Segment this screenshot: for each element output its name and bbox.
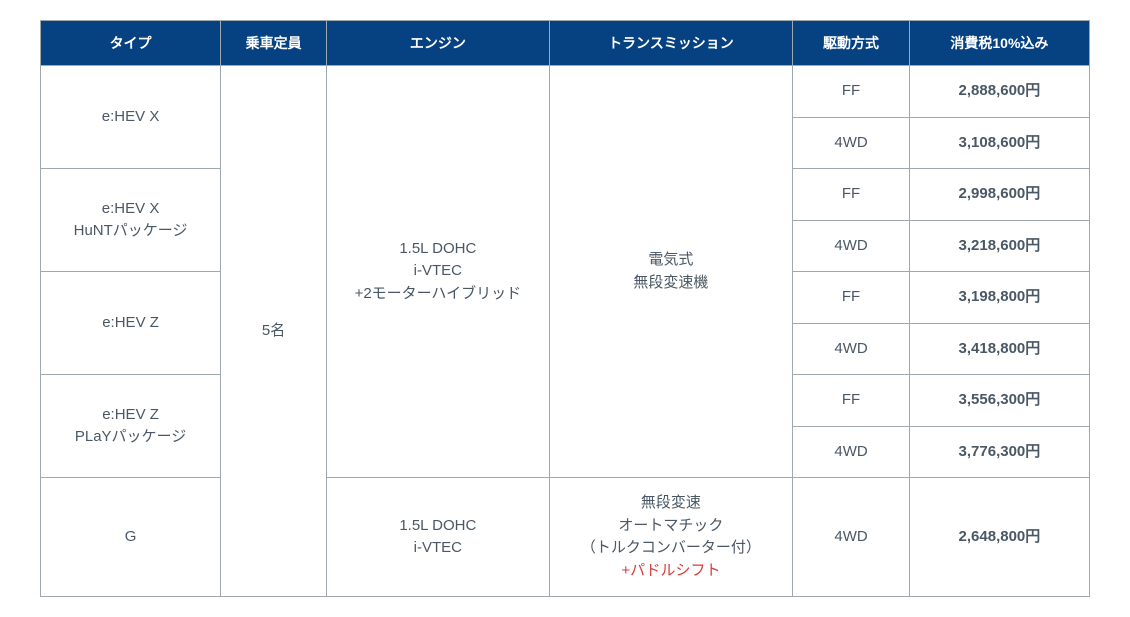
price-table: タイプ 乗車定員 エンジン トランスミッション 駆動方式 消費税10%込み e:… bbox=[40, 20, 1090, 597]
engine-line: i-VTEC bbox=[414, 539, 462, 556]
capacity-cell: 5名 bbox=[221, 66, 327, 597]
trans-line: 電気式 bbox=[648, 251, 693, 268]
col-engine: エンジン bbox=[327, 21, 550, 66]
table-row: e:HEV X 5名 1.5L DOHC i-VTEC +2モーターハイブリッド… bbox=[41, 66, 1090, 118]
type-label: PLaYパッケージ bbox=[75, 428, 186, 445]
trans-g-cell: 無段変速 オートマチック （トルクコンバーター付） +パドルシフト bbox=[549, 478, 793, 597]
price-cell: 3,556,300円 bbox=[909, 375, 1089, 427]
price-cell: 3,776,300円 bbox=[909, 426, 1089, 478]
col-drive: 駆動方式 bbox=[793, 21, 910, 66]
type-cell: e:HEV Z bbox=[41, 272, 221, 375]
drive-cell: 4WD bbox=[793, 478, 910, 597]
trans-accent: +パドルシフト bbox=[621, 562, 720, 579]
drive-cell: FF bbox=[793, 169, 910, 221]
price-cell: 2,998,600円 bbox=[909, 169, 1089, 221]
trans-line: オートマチック bbox=[618, 517, 723, 534]
type-cell: e:HEV Z PLaYパッケージ bbox=[41, 375, 221, 478]
trans-line: 無段変速機 bbox=[633, 274, 708, 291]
price-cell: 2,888,600円 bbox=[909, 66, 1089, 118]
trans-line: 無段変速 bbox=[641, 494, 701, 511]
price-cell: 3,218,600円 bbox=[909, 220, 1089, 272]
price-cell: 3,108,600円 bbox=[909, 117, 1089, 169]
price-cell: 2,648,800円 bbox=[909, 478, 1089, 597]
engine-line: 1.5L DOHC bbox=[399, 240, 476, 257]
engine-line: i-VTEC bbox=[414, 262, 462, 279]
type-cell: e:HEV X bbox=[41, 66, 221, 169]
drive-cell: FF bbox=[793, 66, 910, 118]
trans-hybrid-cell: 電気式 無段変速機 bbox=[549, 66, 793, 478]
type-label: e:HEV Z bbox=[102, 314, 159, 331]
type-label: HuNTパッケージ bbox=[74, 222, 188, 239]
drive-cell: 4WD bbox=[793, 220, 910, 272]
drive-cell: FF bbox=[793, 375, 910, 427]
price-cell: 3,418,800円 bbox=[909, 323, 1089, 375]
col-type: タイプ bbox=[41, 21, 221, 66]
drive-cell: 4WD bbox=[793, 117, 910, 169]
engine-line: +2モーターハイブリッド bbox=[355, 285, 522, 302]
table-row: G 1.5L DOHC i-VTEC 無段変速 オートマチック （トルクコンバー… bbox=[41, 478, 1090, 597]
col-trans: トランスミッション bbox=[549, 21, 793, 66]
table-header-row: タイプ 乗車定員 エンジン トランスミッション 駆動方式 消費税10%込み bbox=[41, 21, 1090, 66]
engine-hybrid-cell: 1.5L DOHC i-VTEC +2モーターハイブリッド bbox=[327, 66, 550, 478]
type-cell: e:HEV X HuNTパッケージ bbox=[41, 169, 221, 272]
drive-cell: 4WD bbox=[793, 323, 910, 375]
col-capacity: 乗車定員 bbox=[221, 21, 327, 66]
type-label: e:HEV X bbox=[102, 200, 160, 217]
drive-cell: 4WD bbox=[793, 426, 910, 478]
engine-line: 1.5L DOHC bbox=[399, 517, 476, 534]
type-label: e:HEV Z bbox=[102, 406, 159, 423]
price-cell: 3,198,800円 bbox=[909, 272, 1089, 324]
trans-line: （トルクコンバーター付） bbox=[581, 539, 761, 556]
type-cell: G bbox=[41, 478, 221, 597]
col-price: 消費税10%込み bbox=[909, 21, 1089, 66]
engine-g-cell: 1.5L DOHC i-VTEC bbox=[327, 478, 550, 597]
type-label: e:HEV X bbox=[102, 108, 160, 125]
drive-cell: FF bbox=[793, 272, 910, 324]
